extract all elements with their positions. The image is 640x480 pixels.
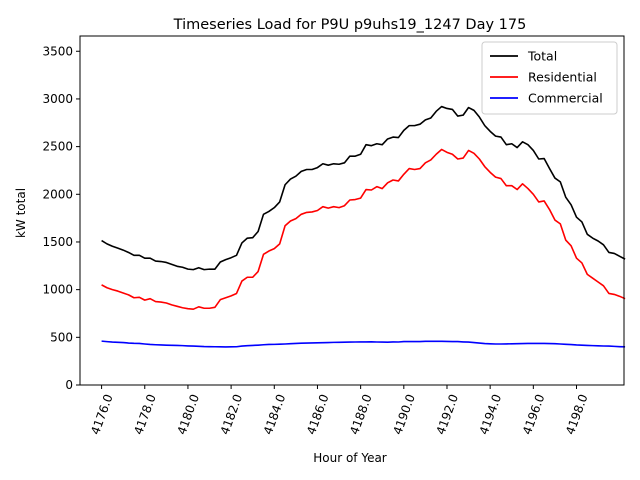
y-tick-label: 1500 [42,235,73,249]
legend: Total Residential Commercial [481,41,618,115]
chart-title: Timeseries Load for P9U p9uhs19_1247 Day… [173,17,527,33]
series-layer [101,105,626,348]
legend-box [481,41,618,115]
y-tick-label: 1000 [42,283,73,297]
legend-label-total: Total [527,49,557,64]
y-tick-label: 0 [65,378,73,392]
y-tick-label: 500 [50,330,73,344]
legend-label-residential: Residential [528,70,597,85]
y-tick-label: 3000 [42,92,73,106]
y-tick-label: 2500 [42,140,73,154]
series-line-commercial [101,340,626,348]
series-line-residential [101,148,626,310]
series-line-total [101,105,626,271]
y-tick-label: 3500 [42,44,73,58]
x-axis-title: Hour of Year [313,451,387,465]
legend-label-commercial: Commercial [528,91,603,106]
y-tick-label: 2000 [42,187,73,201]
y-axis-title: kW total [14,188,28,238]
axes-frame [79,35,625,386]
